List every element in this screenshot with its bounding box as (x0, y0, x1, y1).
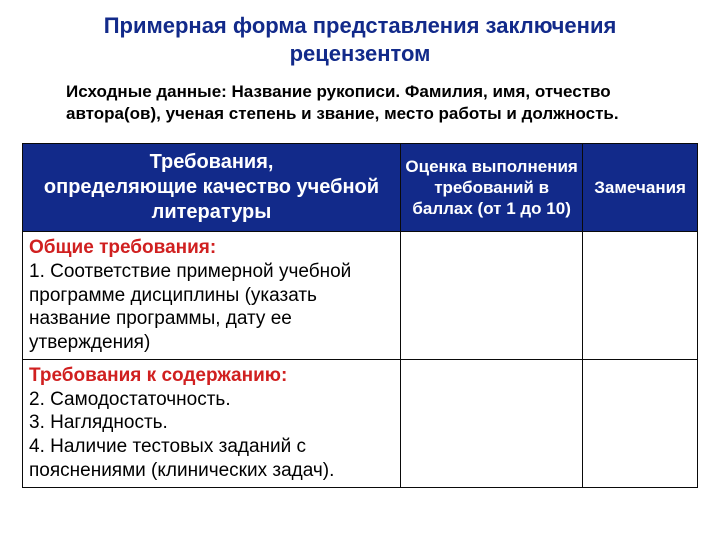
table-header-row: Требования,определяющие качество учебной… (23, 144, 698, 232)
header-col3: Замечания (583, 144, 698, 232)
row2-col3 (583, 359, 698, 487)
slide-container: Примерная форма представления заключения… (0, 0, 720, 540)
title-line2: рецензентом (290, 41, 431, 66)
title-line1: Примерная форма представления заключения (104, 13, 617, 38)
row2-items: 2. Самодостаточность.3. Наглядность.4. Н… (29, 389, 334, 481)
row1-col1: Общие требования: 1. Соответствие пример… (23, 232, 401, 360)
slide-subtitle: Исходные данные: Название рукописи. Фами… (66, 81, 666, 125)
row2-col2 (401, 359, 583, 487)
header-col1: Требования,определяющие качество учебной… (23, 144, 401, 232)
slide-title: Примерная форма представления заключения… (22, 12, 698, 67)
criteria-table: Требования,определяющие качество учебной… (22, 143, 698, 488)
row2-col1: Требования к содержанию: 2. Самодостаточ… (23, 359, 401, 487)
header-col2: Оценка выполнения требований в баллах (о… (401, 144, 583, 232)
row1-col3 (583, 232, 698, 360)
row1-label: Общие требования: (29, 237, 216, 258)
row1-col2 (401, 232, 583, 360)
table-row: Требования к содержанию: 2. Самодостаточ… (23, 359, 698, 487)
row1-items: 1. Соответствие примерной учебной програ… (29, 261, 351, 353)
row2-label: Требования к содержанию: (29, 365, 287, 386)
table-row: Общие требования: 1. Соответствие пример… (23, 232, 698, 360)
